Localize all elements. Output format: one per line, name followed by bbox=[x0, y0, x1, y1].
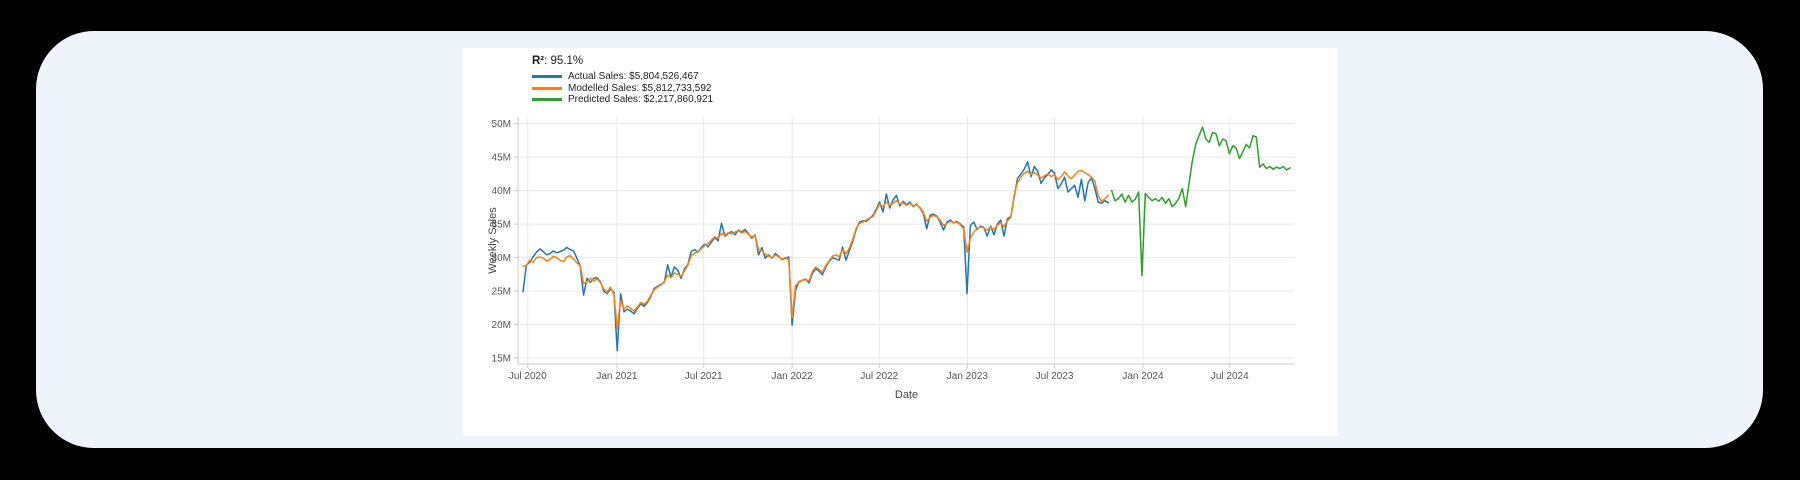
y-tick-label: 30M bbox=[492, 253, 511, 264]
legend-item-modelled-sales: Modelled Sales: $5,812,733,592 bbox=[532, 83, 713, 95]
y-axis-title: Weekly Sales bbox=[487, 207, 499, 274]
series-line-modelled-sales bbox=[522, 169, 1110, 330]
x-tick-label: Jul 2022 bbox=[860, 371, 898, 382]
series-line-predicted-sales bbox=[1110, 126, 1291, 277]
y-tick-label: 50M bbox=[492, 119, 511, 130]
x-tick-label: Jul 2021 bbox=[685, 371, 723, 382]
x-tick-label: Jan 2021 bbox=[596, 371, 638, 382]
y-tick-label: 15M bbox=[492, 353, 511, 364]
series-line-actual-sales bbox=[522, 161, 1110, 352]
y-tick-label: 45M bbox=[492, 153, 511, 164]
x-tick-label: Jul 2023 bbox=[1036, 371, 1074, 382]
r-squared-value: : 95.1% bbox=[544, 55, 584, 67]
x-axis-title: Date bbox=[895, 389, 918, 401]
x-tick-label: Jul 2024 bbox=[1211, 371, 1249, 382]
legend-item-predicted-sales: Predicted Sales: $2,217,860,921 bbox=[532, 94, 713, 106]
r-squared-readout: R²: 95.1% bbox=[532, 55, 713, 67]
x-tick-label: Jul 2020 bbox=[509, 371, 547, 382]
y-tick-label: 20M bbox=[492, 320, 511, 331]
legend-label: Predicted Sales: $2,217,860,921 bbox=[568, 94, 714, 106]
legend-swatch-icon bbox=[532, 75, 562, 79]
chart-svg: 15M 20M 25M 30M 35M 40M 45M 50M Jul 2020 Jan 2021… bbox=[487, 117, 1295, 401]
legend-item-actual-sales: Actual Sales: $5,804,526,467 bbox=[532, 71, 713, 83]
y-tick-label: 25M bbox=[492, 287, 511, 298]
chart-card: R²: 95.1% Actual Sales: $5,804,526,467 Mo… bbox=[463, 48, 1337, 436]
legend-label: Modelled Sales: $5,812,733,592 bbox=[568, 82, 712, 94]
y-tick-label: 40M bbox=[492, 186, 511, 197]
x-tick-label: Jan 2022 bbox=[772, 371, 814, 382]
legend-label: Actual Sales: $5,804,526,467 bbox=[568, 71, 699, 83]
x-tick-label: Jan 2023 bbox=[947, 371, 989, 382]
legend-swatch-icon bbox=[532, 98, 562, 102]
chart-legend: R²: 95.1% Actual Sales: $5,804,526,467 Mo… bbox=[532, 55, 713, 106]
r-squared-symbol: R² bbox=[532, 55, 545, 67]
x-tick-label: Jan 2024 bbox=[1122, 371, 1164, 382]
legend-swatch-icon bbox=[532, 86, 562, 90]
y-tick-label: 35M bbox=[492, 220, 511, 231]
